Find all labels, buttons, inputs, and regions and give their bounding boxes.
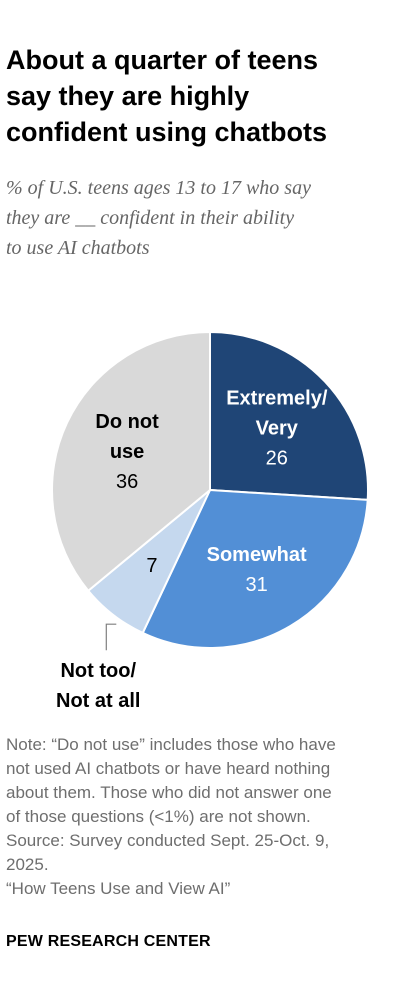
pie-label-do-not-use: Do not use xyxy=(95,411,159,463)
pie-value-extremely-very: 26 xyxy=(266,447,288,469)
pie-callout-line xyxy=(105,623,117,651)
pie-value-not-too-not-at-all: 7 xyxy=(146,555,157,577)
pie-slice-do-not-use xyxy=(51,331,211,592)
chart-notes: Note: “Do not use” includes those who ha… xyxy=(6,735,336,898)
pie-label-not-too-not-at-all: Not too/Not at all xyxy=(56,660,140,712)
pie-slice-somewhat xyxy=(141,489,369,649)
pie-value-somewhat: 31 xyxy=(246,574,268,596)
pie-label-somewhat: Somewhat xyxy=(207,544,307,566)
pie-slice-extremely-very xyxy=(209,331,370,501)
pie-chart: Extremely/Very 26 Somewhat 31 7 Not too/Not a… xyxy=(0,330,410,730)
chart-title: About a quarter of teens say they are hi… xyxy=(6,45,327,147)
pie-label-extremely-very: Extremely/Very xyxy=(226,387,328,439)
pie-value-do-not-use: 36 xyxy=(116,471,138,493)
source-brand: PEW RESEARCH CENTER xyxy=(6,933,211,950)
chart-subtitle: % of U.S. teens ages 13 to 17 who say th… xyxy=(6,177,311,259)
pie-chart-svg: Extremely/Very 26 Somewhat 31 7 Not too/Not a… xyxy=(51,331,370,712)
